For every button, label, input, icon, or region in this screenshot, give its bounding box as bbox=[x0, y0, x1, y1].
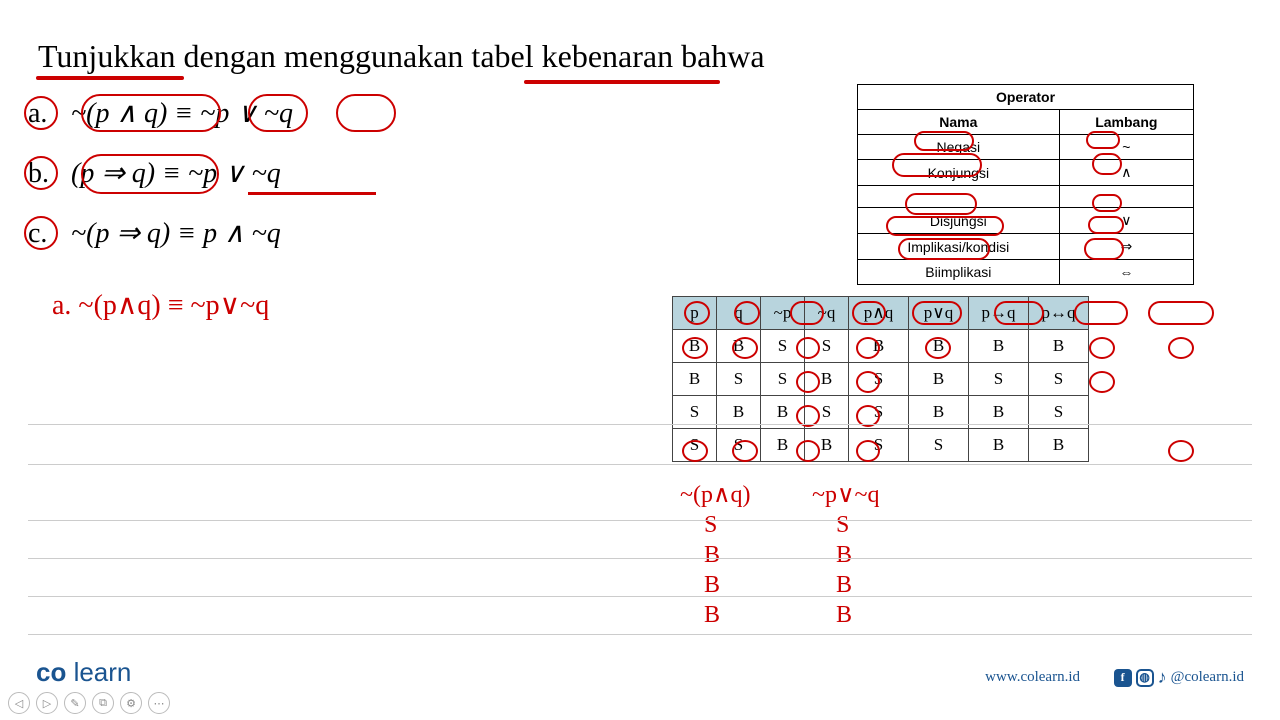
c-th-paq bbox=[912, 301, 962, 325]
circle-a-nq bbox=[336, 94, 396, 132]
hand-problem-a: a. ~(p∧q) ≡ ~p∨~q bbox=[52, 288, 269, 322]
tt-r3-7: B bbox=[1029, 429, 1089, 462]
op-h-1: Lambang bbox=[1059, 110, 1193, 135]
underline-2 bbox=[524, 80, 720, 84]
hc-r-1: B bbox=[836, 540, 880, 570]
c-13 bbox=[856, 371, 880, 393]
c-implikasi bbox=[886, 216, 1004, 236]
c-th-np bbox=[790, 301, 824, 325]
tt-r3-5: S bbox=[909, 429, 969, 462]
op-r2-1 bbox=[1059, 186, 1193, 208]
nav-prev[interactable]: ◁ bbox=[8, 692, 30, 714]
c-th-q bbox=[734, 301, 760, 325]
tt-r3-6: B bbox=[969, 429, 1029, 462]
c-07 bbox=[1168, 337, 1194, 359]
hc-r-h: ~p∨~q bbox=[812, 480, 880, 510]
logo-1: co bbox=[36, 657, 66, 687]
tt-r1-7: S bbox=[1029, 363, 1089, 396]
c-06 bbox=[1089, 337, 1115, 359]
footer-handle: @colearn.id bbox=[1171, 669, 1244, 686]
op-r5-1: ⇔ bbox=[1059, 260, 1193, 285]
c-konjungsi bbox=[892, 153, 982, 177]
op-r5-0: Biimplikasi bbox=[858, 260, 1060, 285]
c-sym-and bbox=[1092, 153, 1122, 175]
c-th-piq bbox=[1074, 301, 1128, 325]
c-th-pbq bbox=[1148, 301, 1214, 325]
nav-controls: ◁ ▷ ✎ ⧉ ⚙ ⋯ bbox=[8, 692, 170, 714]
problem-c: c. ~(p ⇒ q) ≡ p ∧ ~q bbox=[28, 216, 281, 250]
hc-r-3: B bbox=[836, 600, 880, 630]
expr-c: ~(p ⇒ q) ≡ p ∧ ~q bbox=[71, 218, 281, 249]
facebook-icon[interactable]: f bbox=[1114, 669, 1132, 687]
circle-a-label bbox=[24, 96, 58, 130]
c-sym-imp bbox=[1088, 216, 1124, 234]
page-title: Tunjukkan dengan menggunakan tabel keben… bbox=[38, 38, 765, 75]
op-r4-1: ⇒ bbox=[1059, 234, 1193, 260]
c-negasi bbox=[914, 131, 974, 151]
op-r3-1: ∨ bbox=[1059, 208, 1193, 234]
c-30 bbox=[682, 440, 708, 462]
c-04 bbox=[925, 337, 951, 359]
hand-col-left: ~(p∧q) S B B B bbox=[680, 480, 751, 630]
circle-b-lhs bbox=[81, 154, 219, 194]
c-03 bbox=[856, 337, 880, 359]
hc-l-h: ~(p∧q) bbox=[680, 480, 751, 510]
logo: co learn bbox=[36, 657, 131, 688]
c-th-nq bbox=[852, 301, 886, 325]
c-33 bbox=[856, 440, 880, 462]
nav-gear[interactable]: ⚙ bbox=[120, 692, 142, 714]
nav-more[interactable]: ⋯ bbox=[148, 692, 170, 714]
nav-pen[interactable]: ✎ bbox=[64, 692, 86, 714]
circle-a-lhs bbox=[81, 94, 221, 132]
hc-l-0: S bbox=[704, 510, 751, 540]
footer-social: f ◍ ♪ @colearn.id bbox=[1114, 667, 1244, 688]
c-31 bbox=[732, 440, 758, 462]
c-sym-or bbox=[1092, 194, 1122, 212]
op-r1-1: ∧ bbox=[1059, 160, 1193, 186]
circle-c-label bbox=[24, 216, 58, 250]
hc-l-3: B bbox=[704, 600, 751, 630]
logo-2: learn bbox=[66, 657, 131, 687]
underline-1 bbox=[36, 76, 184, 80]
tiktok-icon[interactable]: ♪ bbox=[1158, 667, 1167, 688]
c-sym-neg bbox=[1086, 131, 1120, 149]
tt-r0-6: B bbox=[969, 330, 1029, 363]
instagram-icon[interactable]: ◍ bbox=[1136, 669, 1154, 687]
nav-next[interactable]: ▷ bbox=[36, 692, 58, 714]
circle-a-np bbox=[248, 94, 308, 132]
c-disjungsi bbox=[905, 193, 977, 215]
c-sym-bi bbox=[1084, 238, 1124, 260]
c-02 bbox=[796, 337, 820, 359]
c-00 bbox=[682, 337, 708, 359]
footer-url[interactable]: www.colearn.id bbox=[985, 669, 1080, 686]
circle-b-label bbox=[24, 156, 58, 190]
tt-r1-5: B bbox=[909, 363, 969, 396]
op-title: Operator bbox=[858, 85, 1194, 110]
c-th-p bbox=[684, 301, 710, 325]
underline-b-rhs bbox=[248, 192, 376, 195]
c-16 bbox=[1089, 371, 1115, 393]
tt-r1-1: S bbox=[717, 363, 761, 396]
c-01 bbox=[732, 337, 758, 359]
hand-col-right: ~p∨~q S B B B bbox=[812, 480, 880, 630]
c-th-poq bbox=[994, 301, 1044, 325]
op-r0-1: ~ bbox=[1059, 135, 1193, 160]
c-37 bbox=[1168, 440, 1194, 462]
c-32 bbox=[796, 440, 820, 462]
hc-l-1: B bbox=[704, 540, 751, 570]
c-biimplikasi bbox=[898, 238, 990, 260]
tt-r1-0: B bbox=[673, 363, 717, 396]
tt-r1-6: S bbox=[969, 363, 1029, 396]
hc-r-0: S bbox=[836, 510, 880, 540]
nav-copy[interactable]: ⧉ bbox=[92, 692, 114, 714]
tt-r0-7: B bbox=[1029, 330, 1089, 363]
c-12 bbox=[796, 371, 820, 393]
